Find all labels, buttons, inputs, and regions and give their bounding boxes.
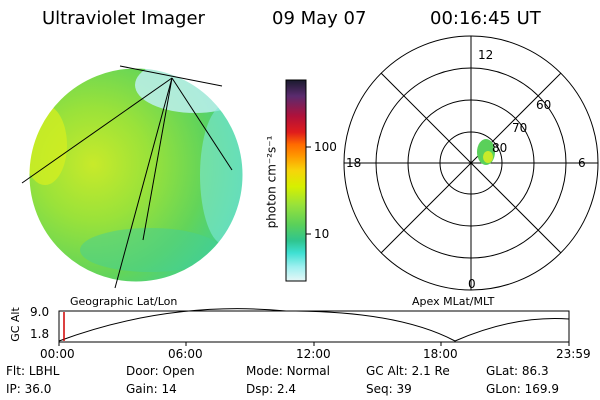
status-value-ip: 36.0 [24,382,52,396]
status-key-glon: GLon: [486,382,521,396]
status-value-dsp: 2.4 [276,382,297,396]
mlt-label-18: 18 [346,156,362,170]
colorbar-tick-10: 10 [314,227,330,241]
status-value-glon: 169.9 [524,382,559,396]
status-key-seq: Seq: [366,382,393,396]
orbit-altitude-plot [58,308,570,346]
orbit-y-tick-min: 1.8 [30,327,50,341]
mlat-label-80: 80 [492,141,508,155]
status-value-gain: 14 [161,382,177,396]
color-scale-bar [285,79,311,282]
status-value-flt: LBHL [28,364,60,378]
instrument-title: Ultraviolet Imager [42,8,205,29]
mlt-label-6: 6 [578,156,586,170]
status-value-mode: Normal [286,364,330,378]
status-key-mode: Mode: [246,364,283,378]
apex-label: Apex MLat/MLT [412,295,495,308]
status-key-ip: IP: [6,382,21,396]
status-key-dsp: Dsp: [246,382,274,396]
orbit-x-tick: 06:00 [168,347,203,361]
colorbar-tick-100: 100 [314,140,337,154]
image-time: 00:16:45 UT [430,8,541,29]
orbit-y-tick-max: 9.0 [30,305,50,319]
orbit-axis-label: GC Alt [8,307,22,342]
geographic-grid-lines [21,65,233,289]
status-key-glat: GLat: [486,364,519,378]
mlat-label-60: 60 [536,98,552,112]
status-value-seq: 39 [396,382,412,396]
status-key-gcalt: GC Alt: [366,364,408,378]
status-key-flt: Flt: [6,364,25,378]
polar-aurora-patch [477,139,495,165]
earth-disk-image [28,67,244,283]
orbit-x-tick: 12:00 [296,347,331,361]
status-value-glat: 86.3 [521,364,549,378]
mlt-label-0: 0 [468,277,476,291]
orbit-x-tick: 18:00 [423,347,458,361]
mlt-label-12: 12 [478,48,494,62]
status-key-door: Door: [126,364,159,378]
status-value-gcalt: 2.1 Re [411,364,450,378]
status-key-gain: Gain: [126,382,158,396]
status-value-door: Open [162,364,195,378]
colorbar-unit-label: photon cm⁻²s⁻¹ [264,135,279,229]
orbit-x-tick: 00:00 [40,347,75,361]
mlat-label-70: 70 [512,121,528,135]
polar-plot [343,35,599,291]
image-date: 09 May 07 [272,8,367,29]
geographic-label: Geographic Lat/Lon [70,295,178,308]
orbit-x-tick: 23:59 [556,347,591,361]
